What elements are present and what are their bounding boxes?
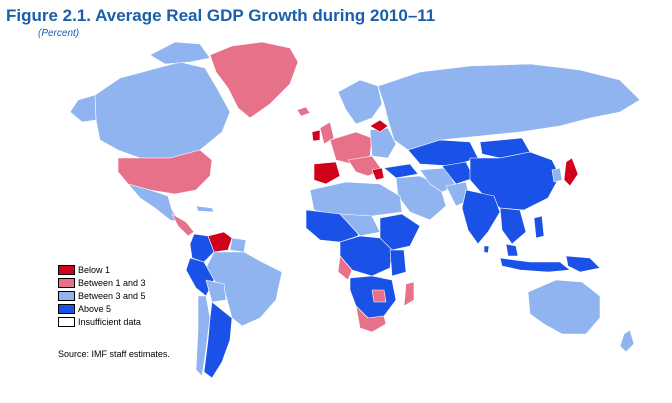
figure-title: Figure 2.1. Average Real GDP Growth duri… <box>6 6 436 25</box>
region-greenland <box>209 41 299 119</box>
legend-label: Between 3 and 5 <box>78 290 146 301</box>
legend-item-above-5: Above 5 <box>58 302 146 315</box>
region-north-africa <box>309 181 403 217</box>
figure-subtitle: (Percent) <box>38 28 80 39</box>
region-ireland <box>311 129 321 142</box>
region-guianas <box>229 237 247 253</box>
region-new-guinea <box>565 255 601 273</box>
legend: Below 1 Between 1 and 3 Between 3 and 5 … <box>58 263 146 328</box>
region-western-europe <box>329 131 373 165</box>
region-alaska <box>69 94 97 123</box>
legend-label: Between 1 and 3 <box>78 277 146 288</box>
region-sri-lanka <box>483 245 490 254</box>
legend-label: Below 1 <box>78 264 111 275</box>
legend-item-insufficient: Insufficient data <box>58 315 146 328</box>
region-chile <box>195 295 211 377</box>
region-canada <box>94 61 231 159</box>
region-philippines <box>533 215 545 239</box>
region-central-america <box>171 213 195 237</box>
region-scandinavia <box>337 79 383 125</box>
legend-label: Insufficient data <box>78 316 141 327</box>
region-new-zealand <box>619 329 635 353</box>
legend-item-between-3-5: Between 3 and 5 <box>58 289 146 302</box>
region-japan <box>563 157 579 187</box>
region-india <box>461 189 501 245</box>
region-usa <box>117 149 213 195</box>
region-russia <box>377 63 641 151</box>
legend-swatch <box>58 290 75 301</box>
legend-item-between-1-3: Between 1 and 3 <box>58 276 146 289</box>
legend-swatch <box>58 277 75 288</box>
region-congo-gabon <box>337 255 353 281</box>
legend-swatch <box>58 264 75 275</box>
region-belarus <box>369 119 389 133</box>
region-arctic-islands <box>149 41 211 65</box>
region-korea <box>551 167 563 183</box>
source-note: Source: IMF staff estimates. <box>58 349 170 359</box>
region-caribbean <box>195 205 215 213</box>
region-malaysia <box>505 243 519 257</box>
region-turkey <box>383 163 419 179</box>
region-indonesia <box>499 257 571 273</box>
region-madagascar <box>403 281 415 307</box>
region-bolivia <box>205 279 227 303</box>
region-east-africa <box>389 249 407 277</box>
region-uk <box>319 121 335 145</box>
legend-item-below-1: Below 1 <box>58 263 146 276</box>
region-indochina <box>499 207 527 245</box>
legend-swatch <box>58 316 75 327</box>
region-australia <box>527 279 601 335</box>
legend-swatch <box>58 303 75 314</box>
region-greece <box>371 167 385 181</box>
region-zimbabwe-area <box>371 289 387 303</box>
region-iceland <box>296 106 311 117</box>
region-iberia <box>313 161 341 185</box>
region-south-africa <box>355 305 387 333</box>
legend-label: Above 5 <box>78 303 112 314</box>
